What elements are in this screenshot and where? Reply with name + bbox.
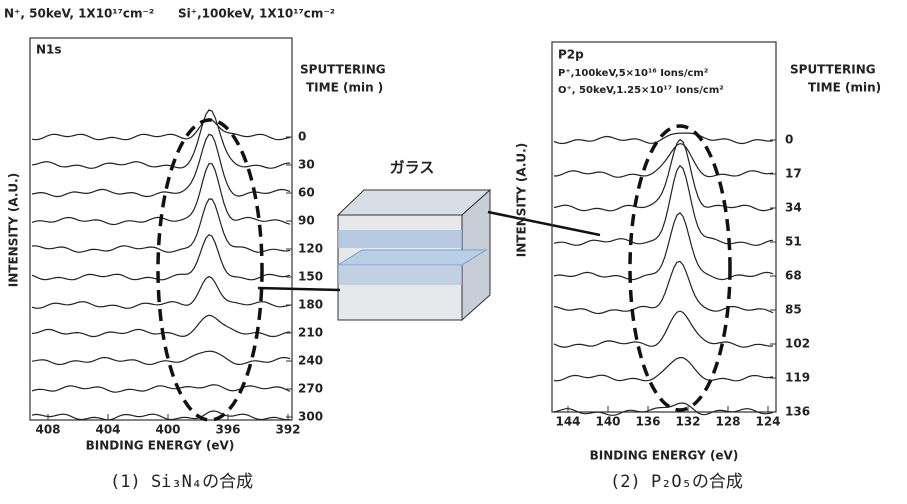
spectrum xyxy=(553,356,774,382)
spectrum xyxy=(31,384,291,393)
header: N⁺, 50keV, 1X10¹⁷cm⁻² xyxy=(4,7,154,21)
x-tick-label: 400 xyxy=(155,423,180,437)
x-tick-label: 140 xyxy=(595,415,620,429)
time-label: 51 xyxy=(785,235,802,249)
highlight xyxy=(156,118,264,422)
header: Si⁺,100keV, 1X10¹⁷cm⁻² xyxy=(178,7,335,21)
time-title: TIME (min) xyxy=(808,81,881,95)
spectrum xyxy=(553,310,774,348)
x-tick-label: 124 xyxy=(755,415,780,429)
spectrum xyxy=(553,211,774,281)
x-label: BINDING ENERGY (eV) xyxy=(590,449,739,463)
time-label: 85 xyxy=(785,303,802,317)
time-label: 150 xyxy=(298,270,323,284)
x-tick-label: 396 xyxy=(215,423,240,437)
spectrum xyxy=(31,198,291,253)
x-tick-label: 136 xyxy=(635,415,660,429)
time-label: 0 xyxy=(298,130,306,144)
glass-label: ガラス xyxy=(390,159,435,177)
spectrum xyxy=(553,138,774,212)
x-tick-label: 392 xyxy=(275,423,300,437)
x-tick-label: 128 xyxy=(715,415,740,429)
caption: (1) Si₃N₄の合成 xyxy=(110,472,253,492)
time-label: 17 xyxy=(785,167,802,181)
spectrum xyxy=(553,132,774,145)
glass-box xyxy=(257,188,601,322)
x-tick-label: 132 xyxy=(675,415,700,429)
time-label: 60 xyxy=(298,186,315,200)
y-label: INTENSITY (A.U.) xyxy=(7,173,21,287)
time-label: 120 xyxy=(298,242,323,256)
spectrum xyxy=(31,410,291,421)
time-label: 240 xyxy=(298,354,323,368)
time-label: 102 xyxy=(785,337,810,351)
time-label: 210 xyxy=(298,326,323,340)
time-label: 30 xyxy=(298,158,315,172)
highlight xyxy=(628,124,732,412)
spectrum xyxy=(553,260,774,315)
spectrum xyxy=(553,142,774,178)
time-title: SPUTTERING xyxy=(300,63,386,77)
spectrum xyxy=(31,109,291,169)
caption: (2) P₂O₅の合成 xyxy=(610,472,743,492)
time-label: 119 xyxy=(785,371,810,385)
x-label: BINDING ENERGY (eV) xyxy=(86,439,235,453)
time-title: SPUTTERING xyxy=(790,63,876,77)
time-label: 180 xyxy=(298,298,323,312)
conditions: O⁺, 50keV,1.25×10¹⁷ Ions/cm² xyxy=(558,85,724,96)
panel-label: P2p xyxy=(558,48,584,62)
spectrum xyxy=(31,314,291,338)
time-label: 34 xyxy=(785,201,802,215)
time-label: 0 xyxy=(785,133,793,147)
time-label: 90 xyxy=(298,214,315,228)
spectrum xyxy=(31,233,291,281)
panel-label: N1s xyxy=(36,43,62,57)
frame xyxy=(29,37,293,421)
y-label: INTENSITY (A.U.) xyxy=(515,143,529,257)
time-title: TIME (min ) xyxy=(306,81,383,95)
spectrum xyxy=(31,118,291,141)
time-label: 300 xyxy=(298,410,323,424)
conditions: P⁺,100keV,5×10¹⁶ Ions/cm² xyxy=(558,68,708,79)
time-label: 68 xyxy=(785,269,802,283)
x-tick-label: 404 xyxy=(95,423,120,437)
spectrum xyxy=(553,164,774,246)
spectrum xyxy=(31,350,291,366)
x-tick-label: 408 xyxy=(35,423,60,437)
frame xyxy=(551,41,777,413)
spectrum xyxy=(553,402,774,416)
x-tick-label: 144 xyxy=(555,415,580,429)
spectrum xyxy=(31,133,291,198)
time-label: 270 xyxy=(298,382,323,396)
time-label: 136 xyxy=(785,405,810,419)
spectrum xyxy=(31,275,291,309)
